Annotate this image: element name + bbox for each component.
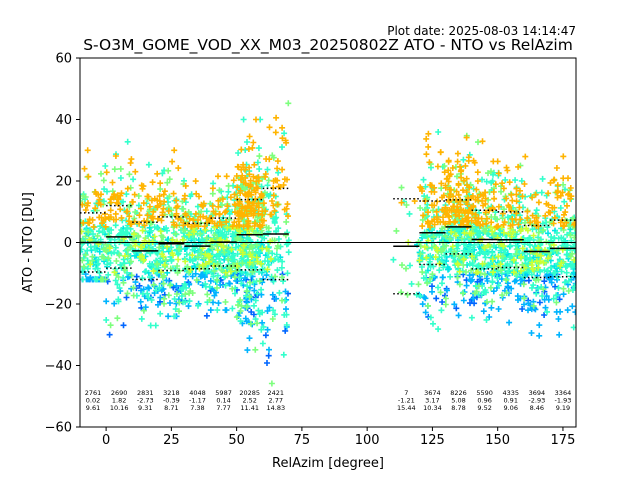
bin-std-label: 9.52 (477, 404, 491, 412)
x-tick-label: 25 (163, 433, 180, 448)
bin-count-label: 7 (404, 389, 408, 397)
y-tick-label: −60 (45, 421, 72, 436)
y-axis-label: ATO - NTO [DU] (21, 192, 36, 293)
bin-statistics (80, 187, 576, 295)
bin-std-label: 8.46 (530, 404, 544, 412)
bin-mean-label: 1.82 (112, 397, 126, 405)
bin-count-label: 5590 (476, 389, 493, 397)
bin-mean-label: 0.96 (477, 397, 491, 405)
bin-count-label: 2690 (111, 389, 128, 397)
bin-std-label: 15.44 (397, 404, 416, 412)
bin-mean-label: 0.02 (86, 397, 100, 405)
bin-count-label: 4048 (189, 389, 206, 397)
scatter-points (80, 100, 576, 387)
bin-mean-label: 2.52 (242, 397, 256, 405)
x-tick-label: 0 (102, 433, 110, 448)
x-tick-label: 50 (228, 433, 245, 448)
bin-count-label: 5987 (215, 389, 232, 397)
bin-count-label: 20285 (239, 389, 260, 397)
bin-count-label: 4335 (502, 389, 519, 397)
bin-std-label: 10.34 (423, 404, 442, 412)
scatter-series-color-6 (80, 224, 576, 276)
bin-std-label: 9.31 (138, 404, 152, 412)
y-tick-label: 60 (55, 52, 72, 67)
plot-date: Plot date: 2025-08-03 14:14:47 (387, 24, 576, 38)
bin-count-label: 2831 (137, 389, 154, 397)
bin-count-label: 8226 (450, 389, 467, 397)
bin-std-label: 8.71 (164, 404, 178, 412)
bin-mean-label: -2.93 (528, 397, 545, 405)
bin-mean-label: -1.17 (189, 397, 206, 405)
bin-std-label: 7.77 (216, 404, 230, 412)
bin-mean-label: -2.73 (137, 397, 154, 405)
x-tick-label: 175 (551, 433, 576, 448)
bin-mean-label: 2.77 (269, 397, 283, 405)
y-tick-label: 40 (55, 113, 72, 128)
y-tick-label: 20 (55, 175, 72, 190)
bin-std-label: 9.61 (86, 404, 100, 412)
bin-count-label: 2421 (268, 389, 285, 397)
bin-std-label: 14.83 (266, 404, 285, 412)
bin-count-label: 3218 (163, 389, 180, 397)
bin-std-label: 7.38 (190, 404, 204, 412)
bin-mean-label: 0.91 (503, 397, 517, 405)
bin-std-label: 11.41 (240, 404, 259, 412)
bin-count-label: 3694 (529, 389, 546, 397)
y-tick-label: 0 (64, 236, 72, 251)
bin-mean-label: 3.17 (425, 397, 439, 405)
x-tick-label: 75 (294, 433, 311, 448)
bin-mean-label: 5.08 (451, 397, 465, 405)
bin-mean-label: -0.39 (163, 397, 180, 405)
y-tick-label: −20 (45, 298, 72, 313)
bin-mean-label: 0.14 (216, 397, 230, 405)
chart-title: S-O3M_GOME_VOD_XX_M03_20250802Z ATO - NT… (83, 36, 573, 55)
x-axis: 0 25 50 75 100 125 150 175 (102, 427, 575, 448)
scatter-series-color-8 (80, 114, 576, 231)
bin-std-label: 8.78 (451, 404, 465, 412)
x-axis-label: RelAzim [degree] (272, 456, 384, 471)
y-axis: −60 −40 −20 0 20 40 60 (45, 52, 80, 436)
bin-std-label: 9.19 (556, 404, 570, 412)
x-tick-label: 150 (485, 433, 510, 448)
bin-mean-label: -1.21 (398, 397, 415, 405)
bin-std-label: 9.06 (503, 404, 517, 412)
bin-count-label: 3364 (555, 389, 572, 397)
bin-count-label: 2761 (85, 389, 102, 397)
y-tick-label: −40 (45, 359, 72, 374)
x-tick-label: 100 (355, 433, 380, 448)
bin-count-label: 3674 (424, 389, 441, 397)
bin-mean-label: -1.93 (555, 397, 572, 405)
bin-std-label: 10.16 (110, 404, 129, 412)
x-tick-label: 125 (420, 433, 445, 448)
scatter-series-color-1 (86, 270, 576, 366)
